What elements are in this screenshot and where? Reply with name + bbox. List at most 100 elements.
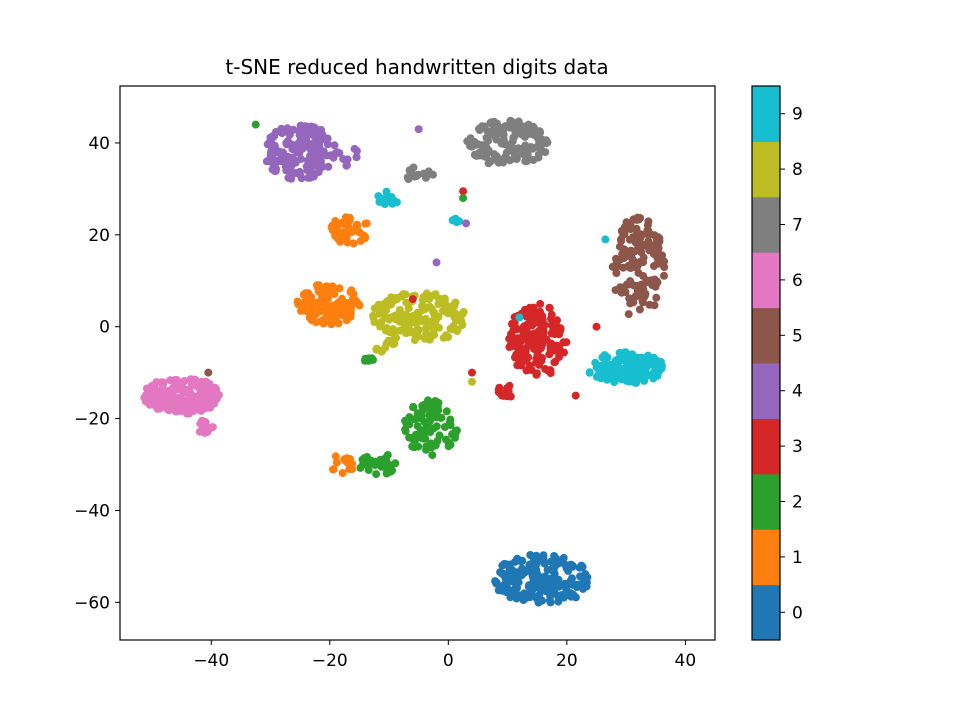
scatter-point-digit-5 (615, 242, 624, 251)
scatter-point-digit-6 (175, 396, 184, 405)
scatter-point-digit-0 (577, 561, 586, 570)
scatter-point-digit-9 (374, 192, 383, 201)
scatter-point-digit-8 (375, 309, 384, 318)
scatter-point-digit-2 (356, 463, 365, 472)
scatter-point-digit-3 (547, 321, 556, 330)
scatter-point-digit-6 (153, 404, 162, 413)
scatter-point-digit-2 (251, 120, 260, 129)
scatter-point-digit-1 (356, 236, 365, 245)
scatter-point-digit-3 (512, 350, 521, 359)
scatter-point-digit-5 (634, 242, 643, 251)
scatter-point-digit-9 (616, 356, 625, 365)
scatter-point-digit-0 (525, 581, 534, 590)
scatter-point-digit-1 (326, 318, 335, 326)
scatter-point-digit-0 (541, 572, 550, 581)
scatter-point-digit-6 (149, 388, 158, 397)
scatter-point-digit-6 (198, 425, 207, 434)
scatter-point-digit-1 (299, 306, 308, 315)
scatter-point-digit-0 (550, 576, 559, 585)
scatter-point-digit-9 (640, 376, 649, 385)
scatter-point-digit-4 (342, 161, 351, 170)
scatter-point-digit-9 (600, 360, 609, 369)
scatter-point-digit-9 (622, 374, 631, 383)
scatter-point-digit-3 (537, 331, 546, 340)
scatter-point-digit-4 (299, 124, 308, 133)
scatter-point-digit-5 (653, 245, 662, 254)
scatter-point-digit-9 (602, 367, 611, 376)
scatter-point-digit-1 (304, 289, 313, 298)
scatter-point-digit-6 (141, 397, 150, 406)
scatter-point-digit-4 (295, 148, 304, 157)
y-tick-label: −60 (74, 593, 110, 613)
scatter-point-digit-1 (349, 294, 357, 303)
colorbar-tick-label: 3 (792, 437, 803, 457)
scatter-point-digit-4 (318, 130, 327, 139)
scatter-point-digit-7 (518, 148, 527, 157)
scatter-point-digit-0 (523, 590, 532, 599)
scatter-point-digit-9 (649, 359, 658, 368)
scatter-point-digit-2 (372, 470, 381, 479)
scatter-point-digit-8 (402, 298, 411, 307)
scatter-point-digit-5 (632, 215, 641, 224)
scatter-point-digit-0 (512, 594, 521, 603)
scatter-point-digit-6 (201, 377, 210, 386)
scatter-point-digit-2 (428, 451, 437, 460)
scatter-point-digit-4 (303, 156, 312, 165)
scatter-point-digit-4 (323, 140, 332, 149)
scatter-point-digit-5 (636, 257, 645, 266)
scatter-point-digit-7 (523, 143, 532, 152)
scatter-point-digit-7 (429, 170, 437, 179)
scatter-point-digit-2 (414, 414, 423, 422)
scatter-point-digit-6 (158, 383, 167, 392)
scatter-point-digit-0 (554, 593, 563, 602)
scatter-point-digit-0 (567, 592, 576, 601)
scatter-point-digit-7 (490, 117, 498, 126)
scatter-point-digit-4 (343, 155, 352, 164)
scatter-point-digit-8 (439, 333, 448, 342)
scatter-point-digit-8 (429, 322, 438, 331)
scatter-point-digit-0 (576, 572, 584, 581)
scatter-point-digit-7 (509, 119, 518, 128)
scatter-point-digit-9 (641, 355, 650, 364)
scatter-point-digit-0 (559, 553, 568, 562)
scatter-point-digit-4 (432, 258, 441, 267)
scatter-point-digit-4 (278, 129, 287, 138)
scatter-point-digit-0 (509, 585, 518, 594)
scatter-point-digit-7 (508, 137, 517, 146)
scatter-point-digit-3 (524, 321, 533, 330)
scatter-point-digit-8 (390, 294, 399, 303)
scatter-point-digit-8 (386, 300, 395, 309)
scatter-point-digit-3 (545, 304, 554, 313)
scatter-point-digit-8 (429, 309, 438, 318)
scatter-point-digit-1 (334, 305, 343, 314)
scatter-point-digit-2 (414, 442, 423, 451)
scatter-point-digit-1 (338, 218, 347, 227)
scatter-point-digit-4 (314, 168, 323, 177)
scatter-point-digit-2 (367, 354, 376, 363)
scatter-point-digit-4 (270, 132, 279, 141)
scatter-point-digit-5 (624, 310, 633, 319)
scatter-point-digit-4 (306, 140, 315, 149)
scatter-point-digit-7 (518, 122, 527, 131)
scatter-point-digit-7 (530, 124, 539, 133)
scatter-point-digit-6 (185, 409, 194, 418)
scatter-point-digit-8 (422, 324, 431, 332)
colorbar-segment-3 (752, 418, 780, 475)
scatter-point-digit-6 (203, 396, 212, 405)
scatter-point-digit-8 (448, 302, 457, 311)
scatter-point-digit-8 (411, 332, 420, 340)
scatter-point-digit-0 (549, 567, 558, 576)
scatter-point-digit-9 (601, 235, 610, 244)
scatter-point-digit-3 (546, 366, 555, 375)
scatter-point-digit-5 (644, 217, 653, 226)
scatter-point-digit-7 (484, 136, 493, 145)
scatter-point-digit-4 (266, 152, 275, 161)
scatter-point-digit-8 (410, 318, 419, 327)
scatter-point-digit-6 (195, 395, 204, 404)
scatter-point-digit-1 (343, 238, 352, 247)
y-tick-label: 0 (99, 318, 110, 338)
scatter-point-digit-2 (382, 469, 391, 478)
scatter-point-digit-5 (630, 281, 639, 290)
scatter-point-digit-1 (331, 312, 340, 321)
scatter-point-digit-8 (417, 317, 426, 326)
